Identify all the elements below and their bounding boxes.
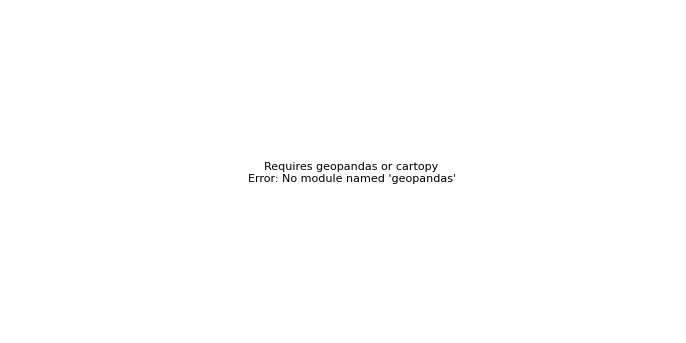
Text: Requires geopandas or cartopy
Error: No module named 'geopandas': Requires geopandas or cartopy Error: No … [248, 163, 456, 184]
